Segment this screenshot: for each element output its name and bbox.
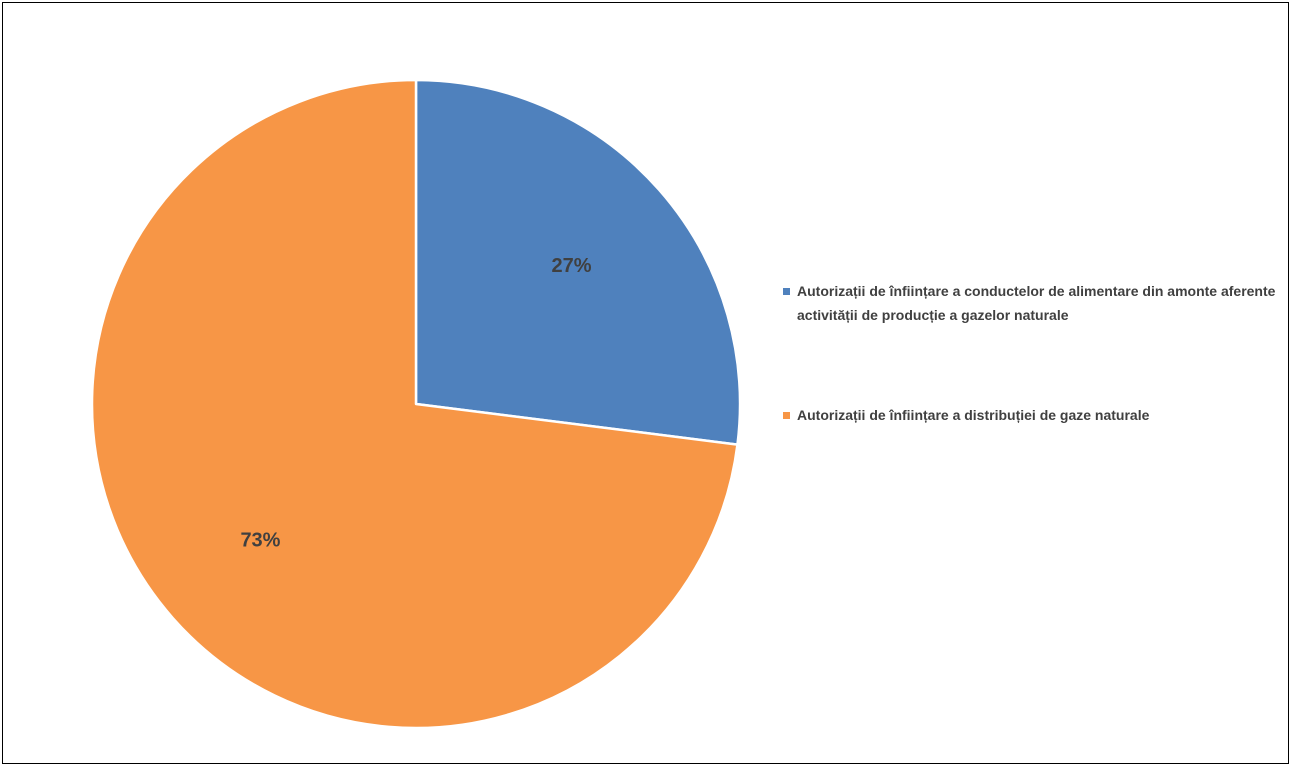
legend-swatch-pipelines bbox=[783, 288, 790, 295]
pie-chart: 27% 73% bbox=[90, 78, 742, 730]
pie-slice-pipelines bbox=[414, 78, 742, 446]
pie-data-labels: 27% 73% bbox=[240, 255, 591, 551]
legend-label-pipelines: Autorizații de înființare a conductelor … bbox=[797, 283, 1276, 323]
legend: Autorizații de înființare a conductelor … bbox=[783, 279, 1283, 427]
data-label-pipelines: 27% bbox=[552, 255, 592, 277]
pie-slice-distribution bbox=[90, 78, 739, 730]
legend-item-distribution: Autorizații de înființare a distribuției… bbox=[783, 403, 1283, 427]
legend-label-distribution: Autorizații de înființare a distribuției… bbox=[797, 407, 1150, 423]
pie-slices bbox=[90, 78, 742, 730]
legend-swatch-distribution bbox=[783, 412, 790, 419]
legend-item-pipelines: Autorizații de înființare a conductelor … bbox=[783, 279, 1283, 327]
data-label-distribution: 73% bbox=[240, 529, 280, 551]
